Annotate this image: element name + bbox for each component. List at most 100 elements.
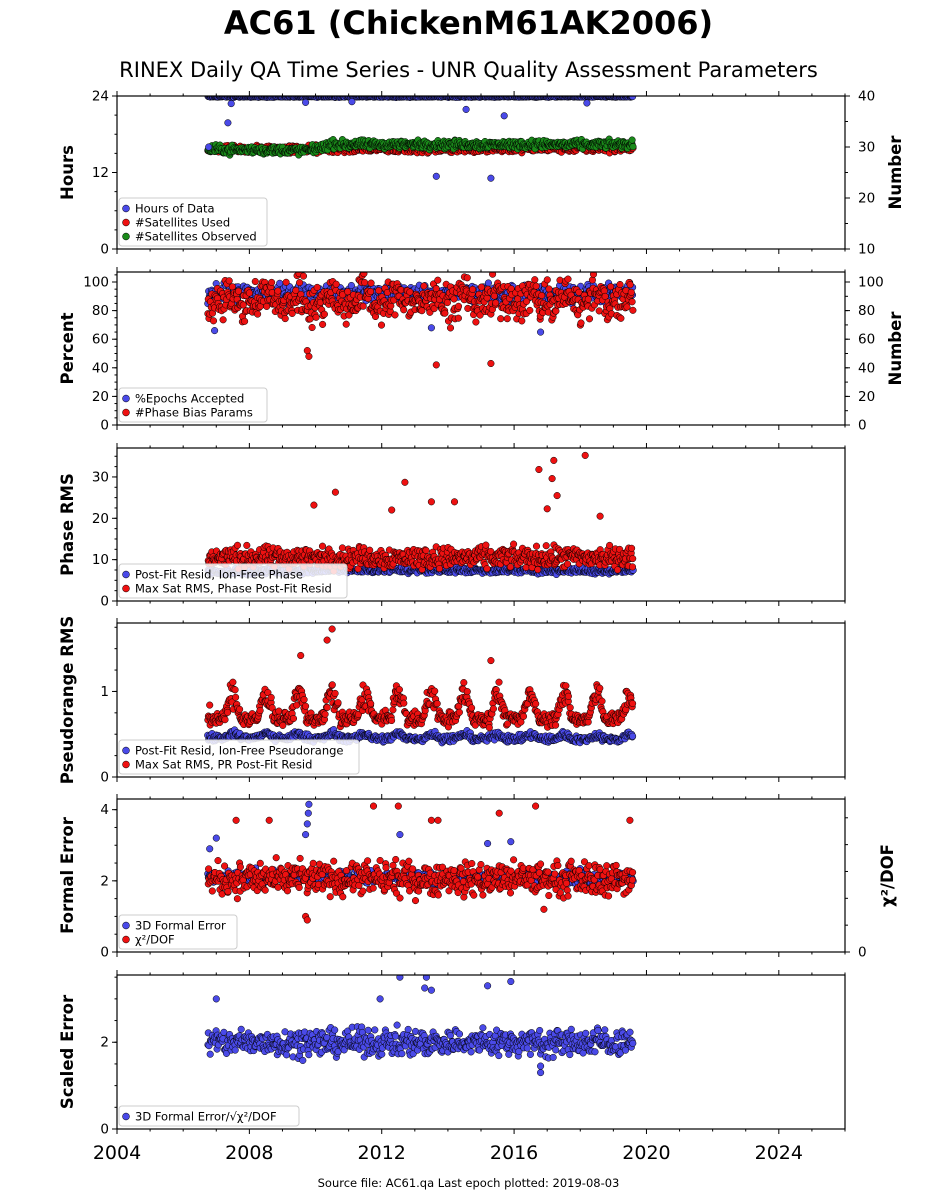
data-point — [543, 276, 551, 284]
data-point — [538, 291, 546, 300]
outlier-point — [427, 498, 435, 506]
outlier-point — [348, 98, 356, 106]
data-point — [545, 285, 553, 293]
outlier-point — [305, 352, 313, 360]
outlier-point — [462, 105, 470, 113]
data-point — [367, 288, 375, 296]
data-point — [342, 320, 350, 328]
legend-box — [118, 197, 268, 247]
legend-label: Max Sat RMS, Phase Post-Fit Resid — [135, 582, 332, 596]
data-point — [503, 315, 511, 323]
data-point — [506, 563, 514, 571]
data-point — [239, 301, 247, 309]
y-axis-label: Phase RMS — [58, 473, 77, 576]
outlier-point — [432, 361, 440, 369]
data-point — [628, 298, 636, 306]
data-point — [225, 277, 233, 285]
outlier-point — [310, 501, 318, 509]
data-point — [542, 542, 550, 550]
data-point — [243, 541, 251, 549]
data-points — [204, 263, 637, 369]
outlier-point — [596, 512, 604, 520]
data-point — [332, 280, 340, 288]
data-point — [367, 279, 375, 287]
data-point — [626, 281, 634, 289]
outlier-point — [331, 488, 339, 496]
data-point — [281, 315, 289, 323]
outlier-point — [487, 359, 495, 368]
data-point — [344, 288, 352, 296]
y-tick-label: 0 — [100, 594, 109, 610]
data-point — [585, 315, 594, 323]
y-tick-label: 10 — [92, 552, 109, 568]
data-point — [614, 566, 622, 574]
data-point — [366, 546, 374, 554]
outlier-point — [548, 475, 556, 483]
outlier-point — [211, 327, 219, 335]
data-point — [534, 566, 542, 574]
data-point — [406, 288, 414, 296]
outlier-point — [553, 492, 561, 500]
data-point — [359, 302, 367, 310]
data-point — [450, 295, 458, 303]
data-point — [254, 310, 262, 318]
y-tick-label: 24 — [92, 89, 109, 105]
data-point — [292, 286, 300, 294]
y-tick-label: 80 — [92, 303, 109, 319]
data-point — [318, 542, 327, 550]
outlier-point — [487, 174, 495, 182]
y-tick-label: 20 — [92, 389, 109, 405]
legend-label: #Phase Bias Params — [135, 406, 253, 420]
legend-marker — [122, 232, 130, 241]
page-title: AC61 (ChickenM61AK2006) — [223, 4, 714, 42]
data-point — [477, 283, 485, 291]
data-point — [313, 283, 321, 291]
data-point — [446, 324, 455, 332]
data-point — [234, 287, 243, 295]
legend-marker — [122, 394, 130, 403]
data-point — [577, 319, 585, 327]
legend-label: %Epochs Accepted — [135, 392, 244, 406]
data-point — [274, 287, 282, 295]
data-point — [584, 295, 592, 303]
data-point — [209, 317, 218, 325]
data-point — [299, 272, 308, 280]
legend-marker — [122, 584, 130, 593]
outlier-point — [302, 98, 310, 106]
outlier-point — [432, 172, 440, 180]
outlier-point — [537, 328, 545, 336]
data-point — [490, 292, 498, 300]
data-point — [531, 276, 539, 284]
data-point — [420, 282, 428, 290]
outlier-point — [427, 324, 435, 332]
y-tick-label: 0 — [100, 418, 109, 434]
y2-tick-label: 20 — [858, 389, 875, 405]
y-tick-label: 40 — [92, 360, 109, 376]
y2-tick-label: 80 — [858, 303, 875, 319]
y2-tick-label: 10 — [858, 242, 875, 258]
data-point — [443, 299, 451, 307]
data-point — [629, 306, 637, 314]
page-subtitle: RINEX Daily QA Time Series - UNR Quality… — [119, 58, 818, 82]
data-point — [228, 283, 236, 291]
data-point — [628, 563, 637, 571]
data-point — [454, 314, 462, 322]
data-point — [338, 544, 346, 552]
data-point — [492, 299, 500, 307]
data-point — [558, 263, 565, 270]
data-point — [422, 546, 430, 554]
legend-marker — [122, 570, 130, 579]
outlier-point — [581, 451, 589, 459]
data-point — [435, 565, 444, 573]
data-point — [463, 274, 471, 282]
data-point — [454, 302, 463, 310]
y-axis-label: Hours — [58, 145, 77, 200]
data-point — [552, 307, 560, 315]
legend: %Epochs Accepted#Phase Bias Params — [118, 387, 268, 423]
legend-label: #Satellites Used — [135, 216, 230, 230]
data-point — [526, 306, 534, 314]
y2-tick-label: 60 — [858, 332, 875, 348]
y2-axis-label: Number — [886, 311, 905, 386]
